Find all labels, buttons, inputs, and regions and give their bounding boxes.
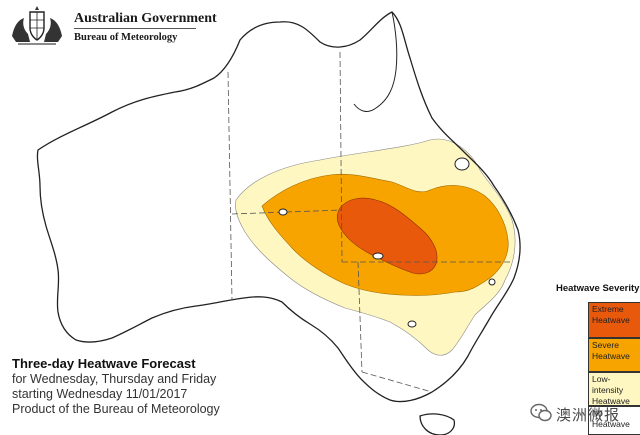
lake-north (454, 157, 470, 171)
nt-qld-border (339, 51, 343, 263)
legend-item-low: Low-intensity Heatwave (588, 372, 640, 406)
lake-east (488, 278, 496, 286)
wechat-icon (530, 403, 552, 422)
lake-eyre (372, 252, 384, 260)
legend-label-extreme: Extreme Heatwave (592, 304, 630, 325)
caption-days: for Wednesday, Thursday and Friday (12, 372, 217, 386)
legend-item-severe: Severe Heatwave (588, 338, 640, 372)
legend-swatch-extreme (588, 302, 640, 338)
government-title: Australian Government (74, 11, 217, 26)
caption-product: Product of the Bureau of Meteorology (12, 402, 220, 416)
coat-of-arms-icon (12, 6, 62, 45)
caption-start-date: starting Wednesday 11/01/2017 (12, 387, 188, 401)
cape-york-outline (353, 11, 398, 112)
legend-title: Heatwave Severity (556, 283, 640, 294)
legend-label-none: No Heatwave (592, 408, 630, 429)
legend-label-severe: Severe Heatwave (592, 340, 630, 361)
watermark-text: 澳洲微报 (556, 407, 621, 424)
lake-south (407, 320, 417, 328)
lake-west (278, 208, 288, 216)
legend-swatch-low (588, 372, 640, 406)
tasmania-outline (419, 413, 456, 435)
forecast-caption: Three-day Heatwave Forecast for Wednesda… (12, 356, 312, 417)
extreme-zone (336, 197, 438, 275)
government-header: Australian Government Bureau of Meteorol… (8, 6, 217, 48)
legend-label-low: Low-intensity Heatwave (592, 374, 630, 406)
nsw-vic-border (361, 371, 433, 393)
watermark: 澳洲微报 (530, 400, 634, 426)
header-divider (74, 28, 196, 29)
wa-border (227, 71, 233, 301)
legend-swatch-severe (588, 338, 640, 372)
legend-item-extreme: Extreme Heatwave (588, 302, 640, 338)
sa-nsw-border (357, 261, 363, 373)
australia-outline (36, 11, 521, 403)
bureau-title: Bureau of Meteorology (74, 32, 178, 43)
caption-title: Three-day Heatwave Forecast (12, 356, 196, 371)
